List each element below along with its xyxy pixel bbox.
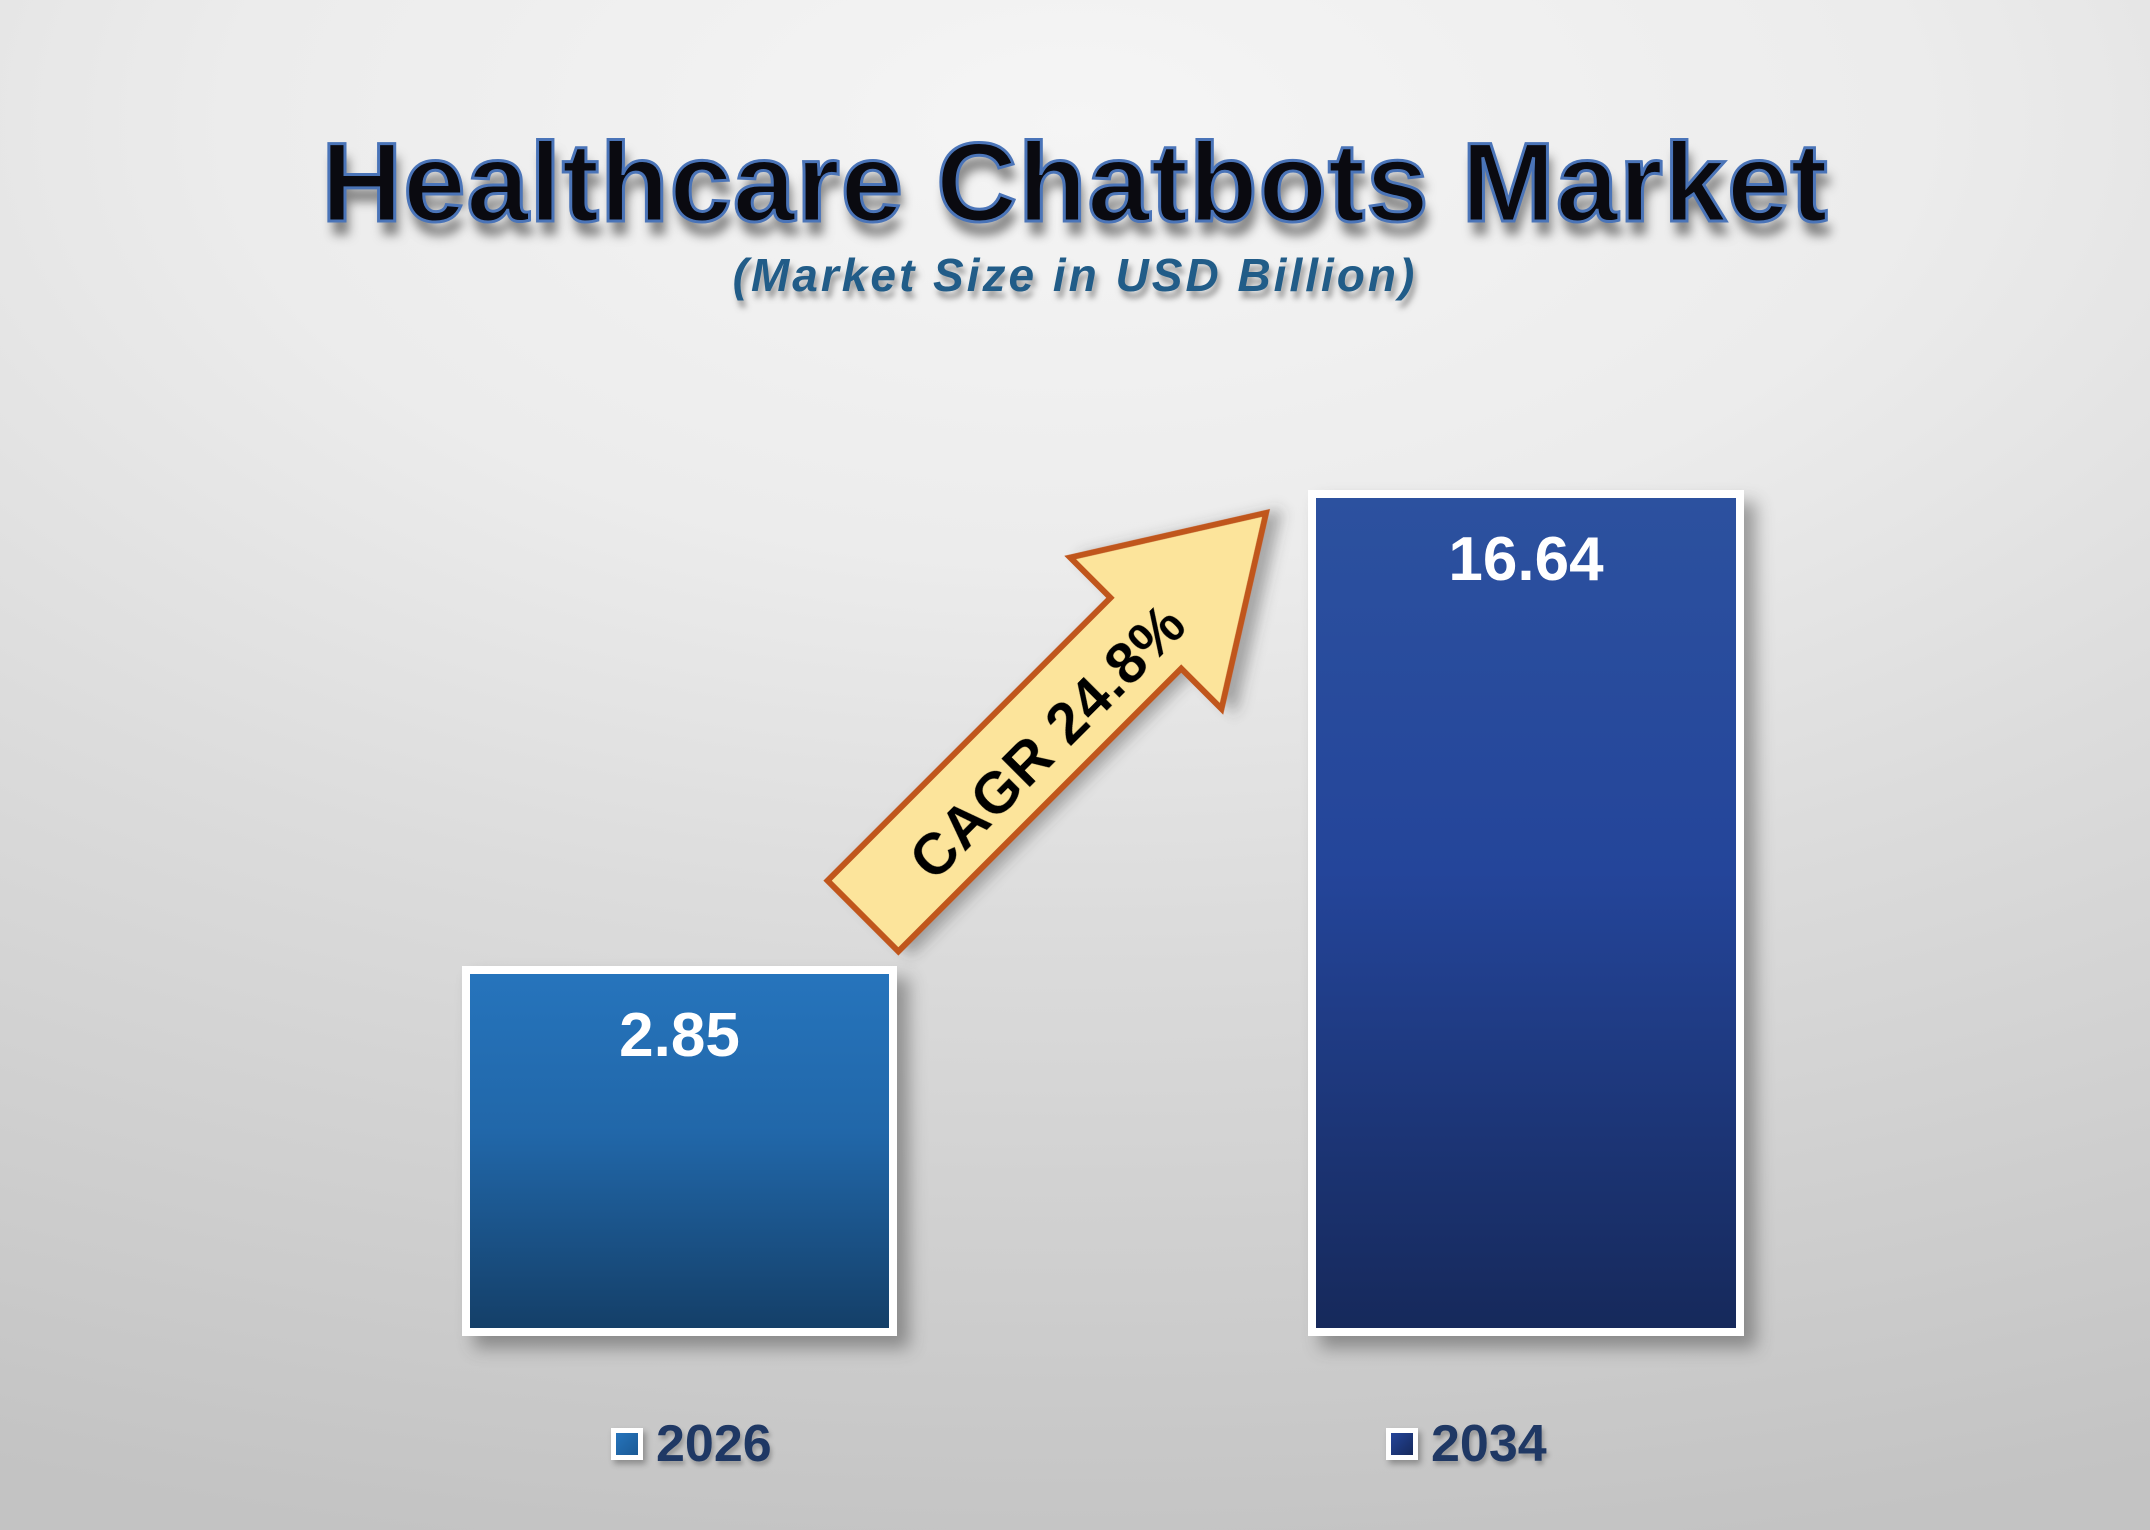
- bar-2034: 16.64: [1308, 490, 1744, 1336]
- legend-label-2034: 2034: [1431, 1415, 1547, 1473]
- cagr-annotation: CAGR 24.8%: [897, 591, 1198, 892]
- chart-title: Healthcare Chatbots Market: [320, 119, 1829, 247]
- legend-label-2026: 2026: [656, 1415, 772, 1473]
- cagr-up-arrow-icon: CAGR 24.8%: [823, 508, 1271, 956]
- bar-2026: 2.85: [462, 966, 897, 1336]
- legend-item-2026: 2026: [611, 1418, 772, 1470]
- bar-2026-value-label: 2.85: [619, 1001, 740, 1070]
- legend-swatch-2034-icon: [1386, 1428, 1418, 1460]
- bar-2034-value-label: 16.64: [1448, 525, 1604, 594]
- chart-subtitle: (Market Size in USD Billion): [732, 249, 1418, 301]
- legend-item-2034: 2034: [1386, 1418, 1547, 1470]
- legend-swatch-2026-icon: [611, 1428, 643, 1460]
